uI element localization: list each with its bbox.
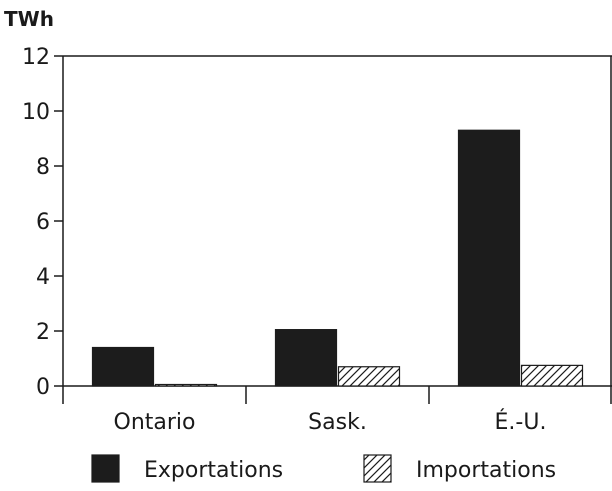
y-unit-label: TWh bbox=[4, 7, 54, 31]
bar-exportations bbox=[91, 346, 155, 387]
y-tick-label: 4 bbox=[36, 265, 50, 290]
y-tick-label: 6 bbox=[36, 210, 50, 235]
y-tick-label: 2 bbox=[36, 320, 50, 345]
y-tick-label: 0 bbox=[36, 375, 50, 400]
x-category-label: É.-U. bbox=[495, 409, 547, 435]
bar-exportations bbox=[274, 329, 338, 387]
bar-importations bbox=[154, 383, 218, 387]
x-category-label: Ontario bbox=[114, 410, 196, 435]
x-category-label: Sask. bbox=[308, 410, 367, 435]
y-tick-label: 8 bbox=[36, 155, 50, 180]
bar-importations bbox=[337, 366, 401, 387]
legend-label: Importations bbox=[416, 458, 556, 483]
bar-importations bbox=[520, 364, 584, 387]
y-tick-label: 10 bbox=[22, 100, 50, 125]
legend-swatch-exportations bbox=[91, 454, 120, 483]
bar-exportations bbox=[457, 129, 521, 387]
legend-label: Exportations bbox=[144, 458, 283, 483]
legend: Exportations Importations bbox=[91, 454, 556, 483]
y-tick-label: 12 bbox=[22, 45, 50, 70]
legend-swatch-importations bbox=[363, 454, 392, 483]
